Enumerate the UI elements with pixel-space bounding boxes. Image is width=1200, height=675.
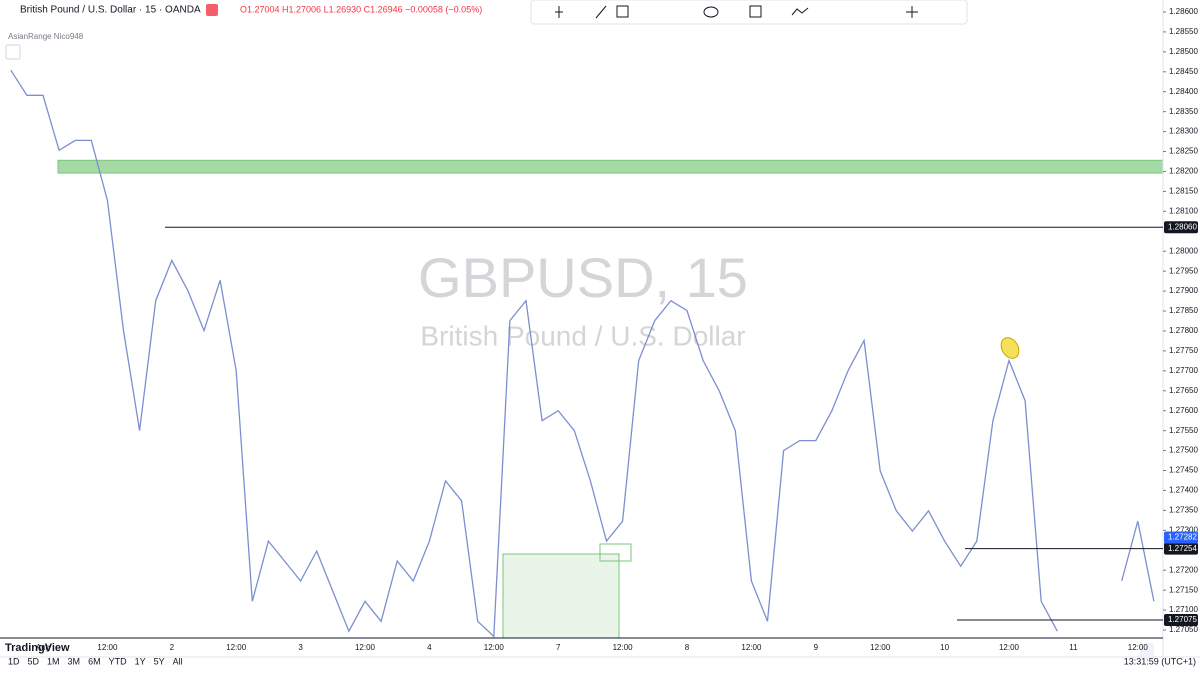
range-button[interactable]: 1M bbox=[47, 656, 60, 666]
y-tick-label: 1.28500 bbox=[1169, 47, 1198, 56]
toolbar-icons[interactable] bbox=[555, 5, 918, 19]
y-tick-label: 1.27350 bbox=[1169, 506, 1198, 515]
x-tick-label: 12:00 bbox=[97, 643, 118, 652]
y-tick-label: 1.27200 bbox=[1169, 565, 1198, 574]
price-tag-label: 1.27075 bbox=[1168, 615, 1197, 624]
y-tick-label: 1.27050 bbox=[1169, 625, 1198, 634]
price-tag-label: 1.27254 bbox=[1168, 544, 1197, 553]
x-tick-label: 2 bbox=[170, 643, 175, 652]
y-tick-label: 1.27400 bbox=[1169, 486, 1198, 495]
y-tick-label: 1.27900 bbox=[1169, 286, 1198, 295]
watermark-title: GBPUSD, 15 bbox=[418, 246, 748, 309]
zone bbox=[57, 159, 1164, 174]
range-button[interactable]: YTD bbox=[109, 656, 128, 666]
x-tick-label: 10 bbox=[940, 643, 949, 652]
y-tick-label: 1.28550 bbox=[1169, 27, 1198, 36]
x-tick-label: 12:00 bbox=[1128, 643, 1149, 652]
x-tick-label: 8 bbox=[685, 643, 690, 652]
range-button[interactable]: 3M bbox=[68, 656, 81, 666]
flag-icon[interactable] bbox=[206, 4, 218, 16]
y-tick-label: 1.27750 bbox=[1169, 346, 1198, 355]
y-tick-label: 1.28100 bbox=[1169, 206, 1198, 215]
price-tag-label: 1.28060 bbox=[1168, 222, 1197, 231]
range-button[interactable]: 1Y bbox=[135, 656, 146, 666]
watermark-subtitle: British Pound / U.S. Dollar bbox=[420, 320, 745, 351]
x-tick-label: 12:00 bbox=[226, 643, 247, 652]
y-tick-label: 1.28450 bbox=[1169, 67, 1198, 76]
y-tick-label: 1.27500 bbox=[1169, 446, 1198, 455]
ohlc: O1.27004 H1.27006 L1.26930 C1.26946 −0.0… bbox=[240, 4, 482, 14]
y-tick-label: 1.27800 bbox=[1169, 326, 1198, 335]
highlight-marker bbox=[1000, 337, 1020, 359]
y-tick-label: 1.27100 bbox=[1169, 605, 1198, 614]
x-tick-label: 12:00 bbox=[999, 643, 1020, 652]
y-tick-label: 1.28400 bbox=[1169, 87, 1198, 96]
y-tick-label: 1.27850 bbox=[1169, 306, 1198, 315]
last-price-tag bbox=[1164, 531, 1198, 544]
x-tick-label: 4 bbox=[427, 643, 432, 652]
y-tick-label: 1.27650 bbox=[1169, 386, 1198, 395]
y-tick-label: 1.28600 bbox=[1169, 7, 1198, 16]
clock: 13:31:59 (UTC+1) bbox=[1124, 656, 1196, 666]
x-tick-label: 12:00 bbox=[355, 643, 376, 652]
range-button[interactable]: 5Y bbox=[154, 656, 165, 666]
y-tick-label: 1.27700 bbox=[1169, 366, 1198, 375]
price-tag bbox=[1164, 221, 1198, 234]
range-box-small bbox=[599, 543, 632, 562]
price-tag bbox=[1164, 614, 1198, 627]
range-button[interactable]: 6M bbox=[88, 656, 101, 666]
price-line bbox=[10, 69, 1155, 638]
symbol-title: British Pound / U.S. Dollar · 15 · OANDA bbox=[20, 5, 201, 16]
x-tick-label: Aug bbox=[36, 643, 50, 652]
y-tick-label: 1.28200 bbox=[1169, 167, 1198, 176]
y-tick-label: 1.27600 bbox=[1169, 406, 1198, 415]
x-tick-label: 12:00 bbox=[484, 643, 505, 652]
y-tick-label: 1.27450 bbox=[1169, 466, 1198, 475]
y-tick-label: 1.28300 bbox=[1169, 127, 1198, 136]
x-tick-label: 12:00 bbox=[613, 643, 634, 652]
y-tick-label: 1.27550 bbox=[1169, 426, 1198, 435]
last-price-label: 1.27282 bbox=[1168, 533, 1197, 542]
x-tick-label: 11 bbox=[1069, 643, 1078, 652]
scroll-button[interactable] bbox=[1140, 643, 1154, 657]
x-tick-label: 12:00 bbox=[741, 643, 762, 652]
range-button[interactable]: 5D bbox=[28, 656, 40, 666]
y-tick-label: 1.28350 bbox=[1169, 107, 1198, 116]
y-tick-label: 1.28000 bbox=[1169, 246, 1198, 255]
indicator-name: AsianRange Nico948 bbox=[8, 32, 84, 41]
x-tick-label: 3 bbox=[298, 643, 303, 652]
logo: TradingView bbox=[5, 642, 70, 654]
y-tick-label: 1.27150 bbox=[1169, 585, 1198, 594]
range-button[interactable]: All bbox=[173, 656, 183, 666]
price-tag bbox=[1164, 542, 1198, 555]
range-box bbox=[502, 553, 620, 639]
x-tick-label: 7 bbox=[556, 643, 561, 652]
y-tick-label: 1.27300 bbox=[1169, 525, 1198, 534]
x-tick-label: 9 bbox=[814, 643, 819, 652]
y-tick-label: 1.27950 bbox=[1169, 266, 1198, 275]
x-tick-label: 12:00 bbox=[870, 643, 891, 652]
range-button[interactable]: 1D bbox=[8, 656, 20, 666]
y-tick-label: 1.28150 bbox=[1169, 187, 1198, 196]
y-tick-label: 1.28250 bbox=[1169, 147, 1198, 156]
collapse-button[interactable] bbox=[5, 44, 21, 60]
drawing-toolbar bbox=[530, 0, 968, 25]
